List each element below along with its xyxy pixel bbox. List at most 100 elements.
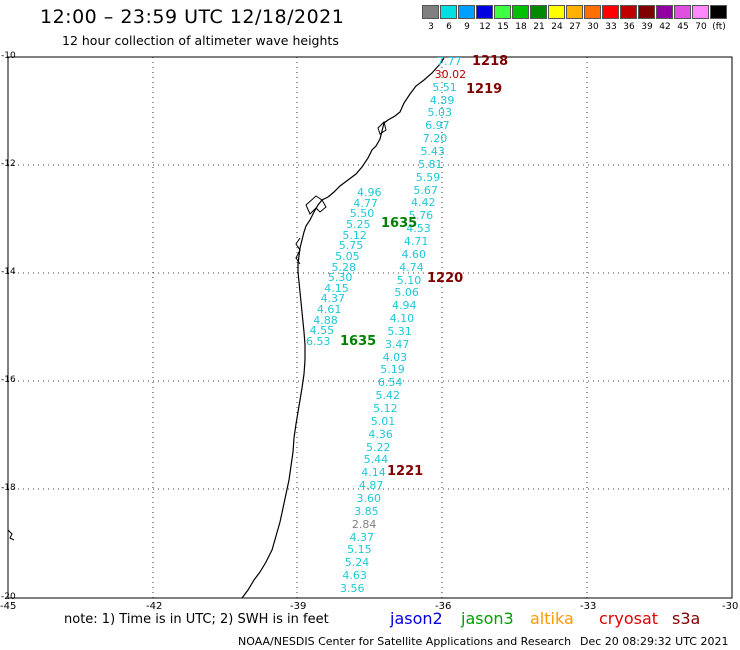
swh-value: 5.24: [344, 556, 370, 570]
colorbar-label: 45: [677, 22, 689, 32]
colorbar-cell: [602, 5, 619, 19]
colorbar-cell: [638, 5, 655, 19]
coastline-fragment-west: [7, 529, 15, 541]
swh-value: 5.81: [418, 157, 443, 171]
colorbar-cell: [584, 5, 601, 19]
pass-time-label: 1218: [472, 54, 509, 69]
pass-time-label: 1635: [340, 334, 377, 349]
longitude-tick-label: -36: [435, 601, 452, 612]
swh-value: 6.54: [377, 376, 403, 390]
longitude-tick-label: -45: [0, 601, 17, 612]
colorbar-label: 6: [446, 22, 452, 32]
swh-value: 5.19: [380, 363, 405, 377]
map-title: 12:00 – 23:59 UTC 12/18/2021: [40, 6, 345, 28]
coastline-inlet-2: [377, 121, 387, 135]
swh-value: 5.03: [427, 106, 453, 120]
swh-value: 3.85: [354, 504, 379, 518]
colorbar-cell: [692, 5, 709, 19]
swh-value: 5.05: [335, 249, 360, 263]
swh-value: 3.47: [384, 337, 410, 351]
satellite-legend-s3a: s3a: [672, 609, 701, 628]
swh-value: 6.53: [306, 335, 331, 348]
colorbar-label: 27: [569, 22, 581, 32]
colorbar-cell: [476, 5, 493, 19]
swh-value: 4.77: [353, 196, 378, 210]
colorbar-cell: [710, 5, 727, 19]
swh-value: 5.76: [408, 209, 434, 223]
swh-value: 4.53: [406, 222, 431, 236]
latitude-tick-label: -20: [1, 592, 16, 602]
swh-value: 5.06: [394, 286, 419, 300]
colorbar-label: 39: [641, 22, 653, 32]
swh-value: 2.84: [351, 517, 377, 531]
colorbar-cell: [656, 5, 673, 19]
swh-value: 5.25: [346, 217, 371, 231]
swh-value: 4.42: [410, 196, 436, 210]
colorbar-label: 33: [605, 22, 617, 32]
colorbar-cell: [566, 5, 583, 19]
colorbar-cell: [458, 5, 475, 19]
latitude-tick-label: -14: [1, 267, 16, 277]
footer-timestamp: Dec 20 08:29:32 UTC 2021: [580, 635, 729, 648]
map-frame: [7, 56, 733, 599]
pass-time-label: 1221: [387, 464, 424, 479]
swh-value: 5.44: [363, 453, 389, 467]
colorbar-cell: [440, 5, 457, 19]
latitude-tick-label: -12: [1, 159, 16, 169]
pass-time-label: 1219: [466, 82, 503, 97]
swh-value: 5.01: [370, 414, 396, 428]
satellite-legend-jason2: jason2: [390, 609, 443, 628]
swh-value: 4.14: [361, 466, 386, 480]
colorbar-cell: [548, 5, 565, 19]
swh-value: 5.12: [342, 228, 367, 242]
colorbar-label: 9: [464, 22, 470, 32]
swh-value: 4.37: [320, 292, 346, 306]
swh-value: 4.36: [368, 427, 393, 441]
swh-value: 5.42: [375, 389, 400, 403]
swh-value: 4.71: [403, 234, 429, 248]
latitude-tick-label: -10: [1, 51, 16, 61]
pass-time-label: 1635: [381, 216, 418, 231]
colorbar-label: 15: [497, 22, 509, 32]
swh-value: 7.77: [437, 55, 462, 68]
colorbar-label: 24: [551, 22, 563, 32]
swh-value: 4.94: [392, 299, 417, 313]
swh-value: 5.67: [413, 183, 438, 197]
swh-value: 4.10: [389, 312, 415, 326]
footer-note: note: 1) Time is in UTC; 2) SWH is in fe…: [64, 612, 329, 627]
colorbar-label: (ft): [712, 22, 726, 32]
swh-value: 4.39: [429, 93, 455, 107]
pass-time-label: 1220: [427, 271, 464, 286]
latitude-tick-label: -16: [1, 375, 16, 385]
coastline: [241, 57, 445, 599]
swh-value: 5.10: [396, 273, 422, 287]
colorbar-label: 18: [515, 22, 527, 32]
swh-value: 3.56: [340, 582, 365, 595]
colorbar-label: 42: [659, 22, 671, 32]
satellite-legend-altika: altika: [530, 609, 574, 628]
latitude-tick-label: -18: [1, 483, 16, 493]
swh-value: 4.03: [382, 350, 408, 364]
colorbar-label: 30: [587, 22, 599, 32]
colorbar-cell: [620, 5, 637, 19]
swh-value: 5.75: [338, 239, 364, 253]
colorbar-cell: [512, 5, 529, 19]
swh-value: 5.12: [373, 402, 398, 416]
footer-credit: NOAA/NESDIS Center for Satellite Applica…: [238, 635, 572, 648]
coastline-inlet-1: [305, 195, 327, 215]
longitude-tick-label: -30: [722, 601, 739, 612]
swh-value: 4.37: [349, 530, 374, 544]
colorbar-label: 3: [428, 22, 434, 32]
swh-value: 4.15: [324, 281, 349, 295]
swh-value: 4.88: [313, 313, 338, 327]
map-subtitle: 12 hour collection of altimeter wave hei…: [62, 33, 339, 48]
colorbar-label: 12: [479, 22, 491, 32]
coastline-inlet-3: [295, 237, 301, 265]
swh-value: 3.60: [356, 492, 382, 506]
swh-value: 4.61: [316, 303, 342, 317]
swh-value: 5.22: [366, 440, 391, 454]
satellite-legend-cryosat: cryosat: [599, 609, 659, 628]
swh-value: 5.43: [420, 144, 445, 158]
swh-value: 5.50: [349, 207, 375, 221]
